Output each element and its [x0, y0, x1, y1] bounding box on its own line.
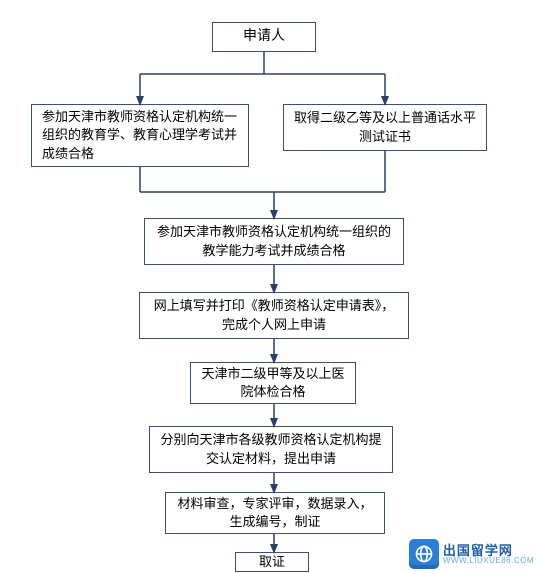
- watermark-brand-cn: 出国留学网: [443, 544, 534, 557]
- node-mandarin-cert: 取得二级乙等及以上普通话水平测试证书: [283, 104, 487, 151]
- flow-edges: [0, 0, 538, 573]
- flowchart-container: 申请人 参加天津市教师资格认定机构统一组织的教育学、教育心理学考试并成绩合格 取…: [0, 0, 538, 573]
- node-get-cert: 取证: [235, 552, 309, 572]
- node-teaching-exam: 参加天津市教师资格认定机构统一组织的教学能力考试并成绩合格: [144, 218, 404, 265]
- node-label: 天津市二级甲等及以上医院体检合格: [199, 365, 347, 401]
- node-submit-materials: 分别向天津市各级教师资格认定机构提交认定材料，提出申请: [149, 426, 393, 473]
- node-label: 材料审查，专家评审，数据录入，生成编号，制证: [176, 495, 374, 531]
- node-label: 参加天津市教师资格认定机构统一组织的教学能力考试并成绩合格: [155, 223, 393, 259]
- node-label: 参加天津市教师资格认定机构统一组织的教育学、教育心理学考试并成绩合格: [42, 108, 238, 163]
- globe-icon: [409, 539, 439, 569]
- node-label: 取得二级乙等及以上普通话水平测试证书: [294, 109, 476, 145]
- node-applicant: 申请人: [212, 22, 316, 52]
- node-label: 取证: [259, 553, 285, 571]
- node-label: 分别向天津市各级教师资格认定机构提交认定材料，提出申请: [160, 431, 382, 467]
- watermark-text: 出国留学网 WWW.LIUXUE86.COM: [443, 544, 534, 565]
- node-edu-exam: 参加天津市教师资格认定机构统一组织的教育学、教育心理学考试并成绩合格: [31, 104, 249, 167]
- node-label: 申请人: [243, 27, 285, 47]
- node-online-apply: 网上填写并打印《教师资格认定申请表》，完成个人网上申请: [139, 292, 409, 339]
- node-health-check: 天津市二级甲等及以上医院体检合格: [190, 362, 356, 404]
- node-label: 网上填写并打印《教师资格认定申请表》，完成个人网上申请: [150, 297, 398, 333]
- watermark-logo: 出国留学网 WWW.LIUXUE86.COM: [409, 539, 534, 569]
- node-review: 材料审查，专家评审，数据录入，生成编号，制证: [165, 492, 385, 534]
- watermark-brand-en: WWW.LIUXUE86.COM: [443, 557, 534, 565]
